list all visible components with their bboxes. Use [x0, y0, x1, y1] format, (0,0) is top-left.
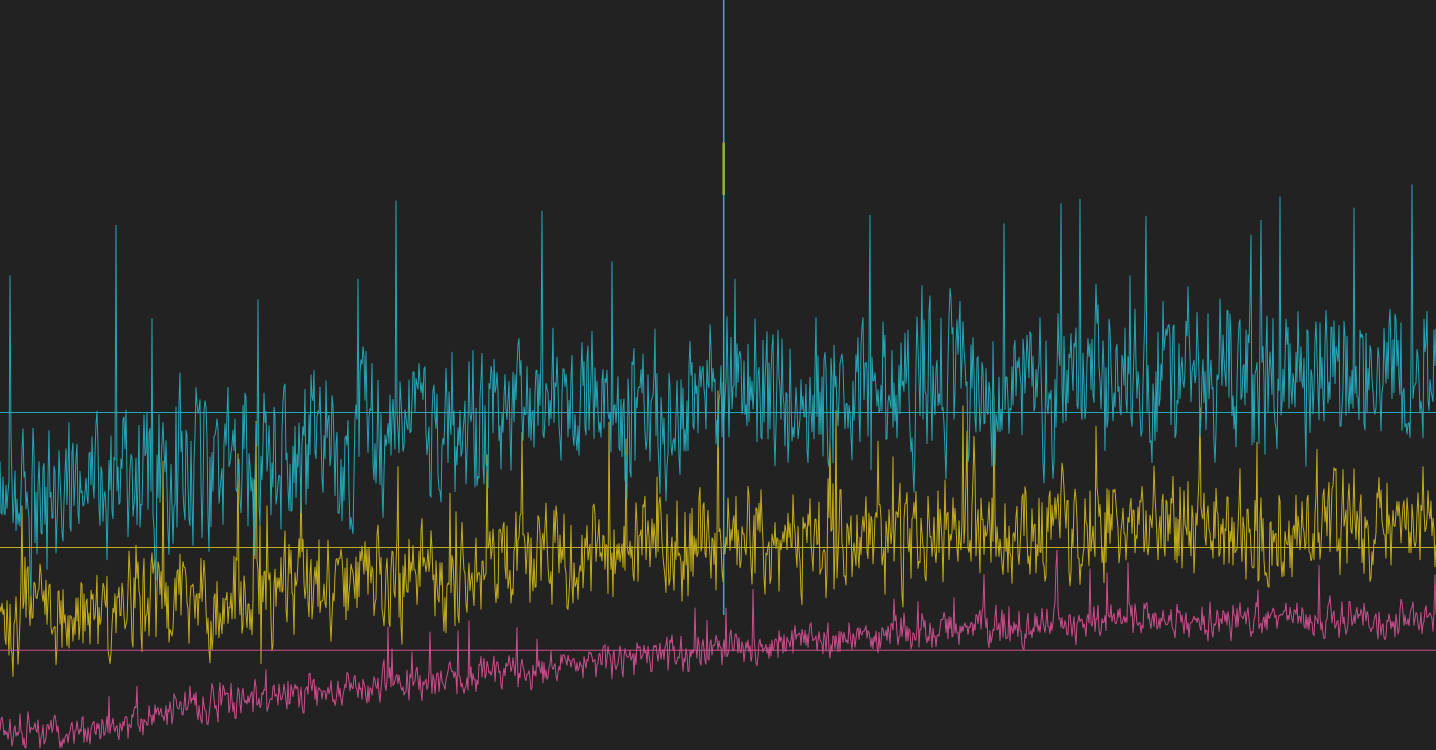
series-pink-line — [0, 549, 1436, 749]
series-yellow-line — [0, 390, 1436, 677]
series-cyan-line — [0, 184, 1436, 597]
